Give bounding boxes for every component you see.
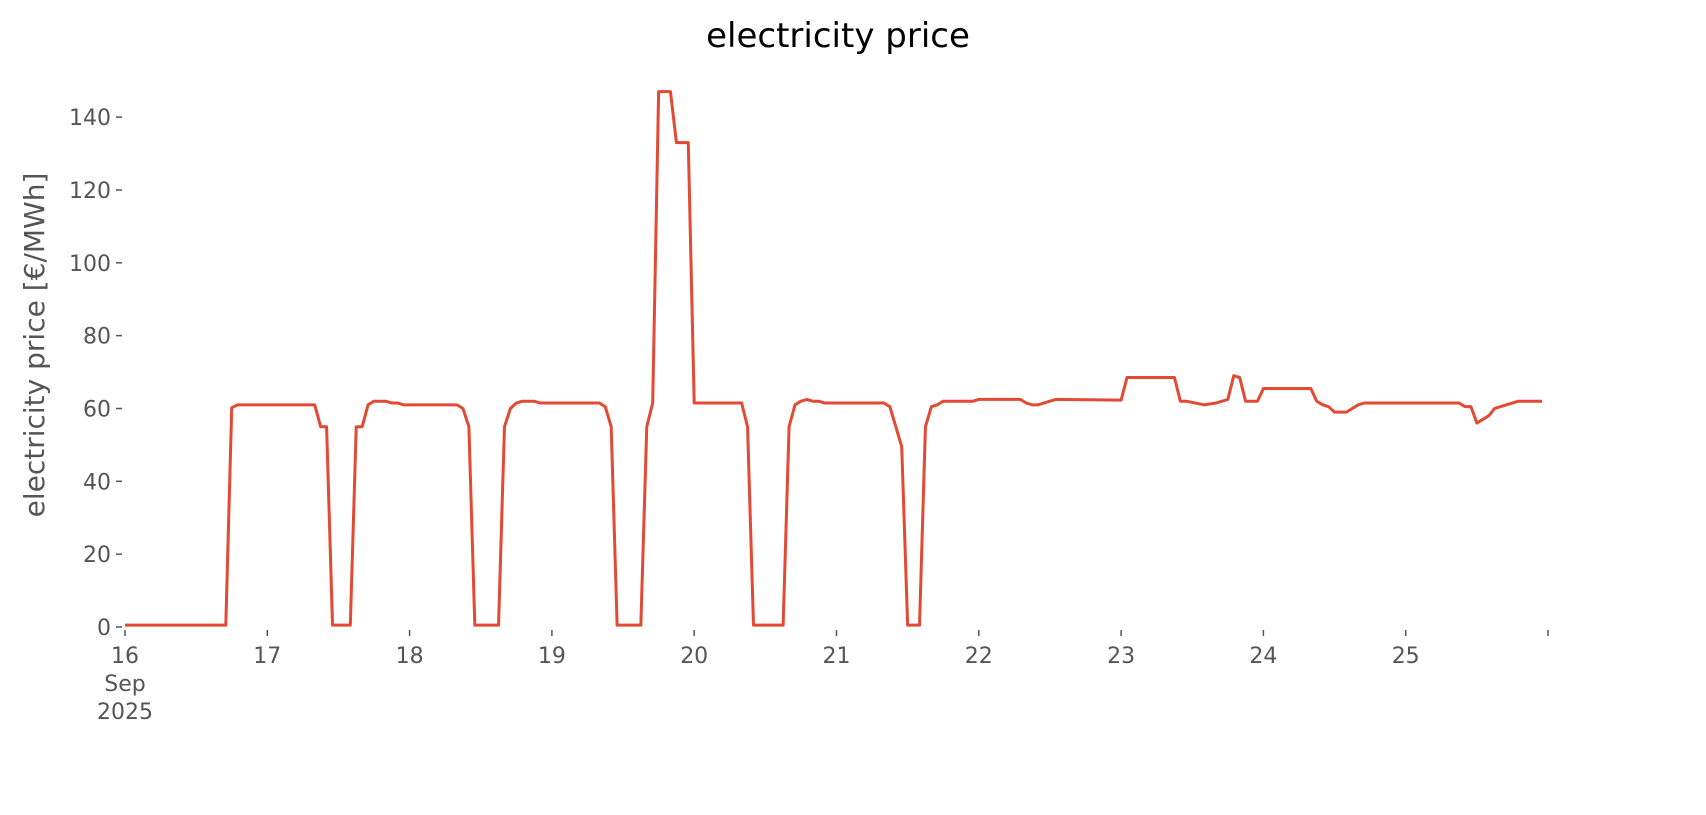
y-tick-label: 20 [83,543,111,568]
y-tick-label: 40 [83,470,111,495]
y-tick-label: 80 [83,325,111,350]
y-tick-label: 60 [83,397,111,422]
y-tick-label: 100 [69,252,111,277]
x-tick-label: 24 [1249,644,1277,669]
x-tick-label: 19 [538,644,566,669]
x-tick-label: 22 [965,644,993,669]
x-tick-label: 20 [680,644,708,669]
x-tick-label: 21 [823,644,851,669]
y-tick-label: 140 [69,106,111,131]
y-tick-label: 120 [69,179,111,204]
x-tick-label: 17 [253,644,281,669]
line-series [125,90,1543,627]
x-tick-label: 16 Sep 2025 [97,644,153,725]
x-tick-label: 25 [1392,644,1420,669]
y-tick-label: 0 [97,616,111,641]
x-tick-label: 18 [396,644,424,669]
x-tick-label: 23 [1107,644,1135,669]
y-axis-label: electricity price [€/MWh] [18,173,51,518]
chart-title: electricity price [706,16,970,56]
